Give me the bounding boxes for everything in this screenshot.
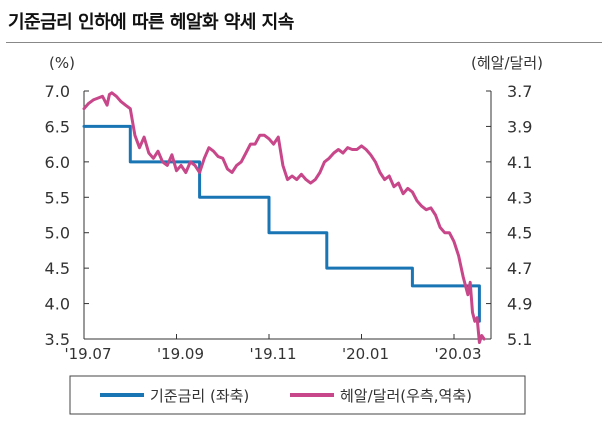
right-tick-label: 4.7 xyxy=(507,259,532,278)
left-tick-label: 7.0 xyxy=(45,82,70,101)
left-tick-label: 4.0 xyxy=(45,295,70,314)
left-tick-label: 5.5 xyxy=(45,188,70,207)
left-tick-label: 5.0 xyxy=(45,224,70,243)
right-tick-label: 4.9 xyxy=(507,295,532,314)
title-divider xyxy=(6,42,602,43)
x-tick-label: '20.01 xyxy=(342,345,389,363)
right-tick-label: 3.7 xyxy=(507,82,532,101)
x-tick-label: '20.03 xyxy=(434,345,481,363)
legend-label-2: 헤알/달러(우측,역축) xyxy=(340,387,472,405)
right-axis-unit: (헤알/달러) xyxy=(471,54,543,72)
x-tick-label: '19.09 xyxy=(157,345,204,363)
left-tick-label: 6.5 xyxy=(45,117,70,136)
series-line-1 xyxy=(82,124,481,323)
left-tick-label: 4.5 xyxy=(45,259,70,278)
chart-title: 기준금리 인하에 따른 헤알화 약세 지속 xyxy=(8,12,294,33)
right-tick-label: 5.1 xyxy=(507,330,532,349)
left-axis-unit: (%) xyxy=(49,54,75,72)
right-tick-label: 4.5 xyxy=(507,224,532,243)
right-tick-label: 4.1 xyxy=(507,153,532,172)
right-tick-label: 3.9 xyxy=(507,117,532,136)
x-tick-label: '19.07 xyxy=(64,345,111,363)
left-tick-label: 6.0 xyxy=(45,153,70,172)
left-tick-label: 3.5 xyxy=(45,330,70,349)
legend-label-1: 기준금리 (좌축) xyxy=(150,387,249,405)
x-tick-label: '19.11 xyxy=(249,345,296,363)
right-tick-label: 4.3 xyxy=(507,188,532,207)
series-line-2 xyxy=(82,91,486,344)
